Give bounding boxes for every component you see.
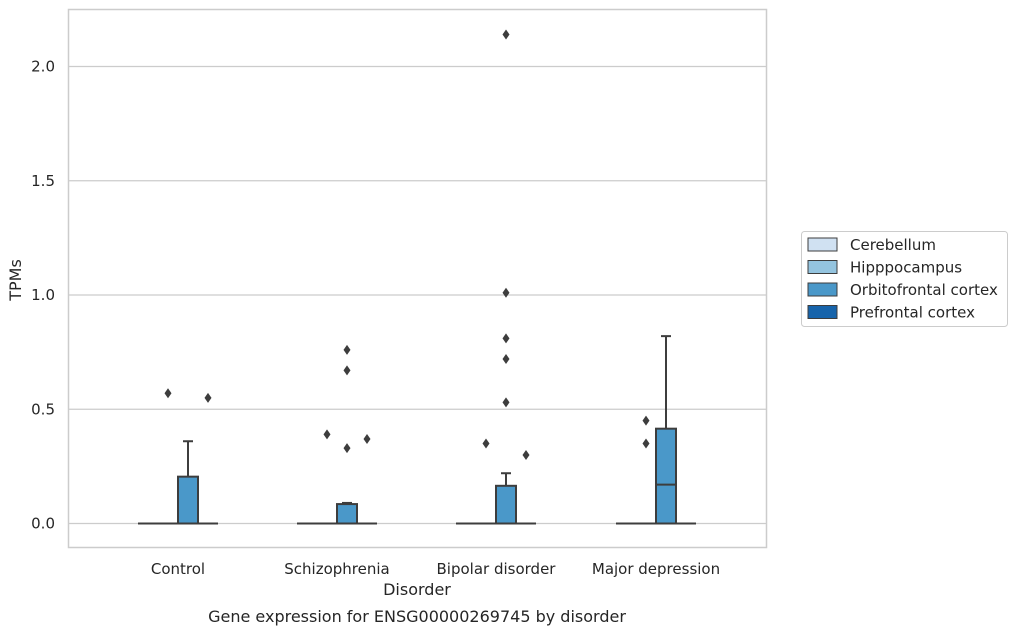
legend-swatch xyxy=(807,305,838,319)
x-tick-label: Schizophrenia xyxy=(284,560,389,578)
x-tick-label: Major depression xyxy=(592,560,720,578)
y-axis-label: TPMs xyxy=(6,259,25,302)
box xyxy=(495,484,517,525)
y-tick-label: 1.5 xyxy=(31,172,55,190)
y-tick-labels: 0.0 0.5 1.0 1.5 2.0 xyxy=(31,58,55,533)
legend-swatch xyxy=(807,237,838,252)
box-hipppocampus xyxy=(158,388,178,525)
box xyxy=(655,427,677,525)
plot-frame xyxy=(67,8,768,549)
x-tick-labels: Control Schizophrenia Bipolar disorder Majo… xyxy=(151,560,720,578)
outlier-point xyxy=(502,333,510,344)
outlier-point xyxy=(204,392,212,403)
box-hipppocampus xyxy=(636,415,656,525)
y-tick-label: 0.0 xyxy=(31,515,55,533)
box xyxy=(336,503,358,525)
legend-label: Orbitofrontal cortex xyxy=(850,281,998,299)
outlier-point xyxy=(502,397,510,408)
outlier-point xyxy=(502,29,510,40)
box-orbitofrontal-cortex xyxy=(336,344,358,525)
legend-label: Hipppocampus xyxy=(850,259,962,277)
x-axis-label: Disorder xyxy=(383,580,451,599)
x-tick-label: Control xyxy=(151,560,205,578)
box-plots xyxy=(138,29,696,525)
legend-frame xyxy=(801,231,1008,327)
outlier-point xyxy=(502,353,510,364)
outlier-point xyxy=(164,388,172,399)
box-prefrontal-cortex xyxy=(198,392,218,525)
outlier-point xyxy=(343,365,351,376)
chart-title: Gene expression for ENSG00000269745 by d… xyxy=(208,607,626,626)
box-orbitofrontal-cortex xyxy=(177,440,199,525)
y-tick-label: 1.0 xyxy=(31,286,55,304)
box-orbitofrontal-cortex xyxy=(495,29,517,525)
outlier-point xyxy=(343,443,351,454)
box-prefrontal-cortex xyxy=(357,433,377,525)
y-tick-label: 2.0 xyxy=(31,58,55,76)
outlier-point xyxy=(502,287,510,298)
legend-label: Prefrontal cortex xyxy=(850,304,975,322)
box-hipppocampus xyxy=(317,429,337,525)
legend-swatch xyxy=(807,282,838,297)
legend-swatch xyxy=(807,260,838,274)
box-prefrontal-cortex xyxy=(516,449,536,525)
outlier-point xyxy=(363,433,371,444)
outlier-point xyxy=(642,415,650,426)
box-orbitofrontal-cortex xyxy=(655,335,677,525)
legend: Cerebellum Hipppocampus Orbitofrontal cort… xyxy=(801,231,1008,327)
outlier-point xyxy=(522,449,530,460)
box xyxy=(177,475,199,525)
y-tick-label: 0.5 xyxy=(31,400,55,418)
outlier-point xyxy=(642,438,650,449)
outlier-point xyxy=(482,438,490,449)
outlier-point xyxy=(323,429,331,440)
box-hipppocampus xyxy=(476,438,496,525)
x-tick-label: Bipolar disorder xyxy=(437,560,557,578)
legend-label: Cerebellum xyxy=(850,236,936,254)
outlier-point xyxy=(343,344,351,355)
